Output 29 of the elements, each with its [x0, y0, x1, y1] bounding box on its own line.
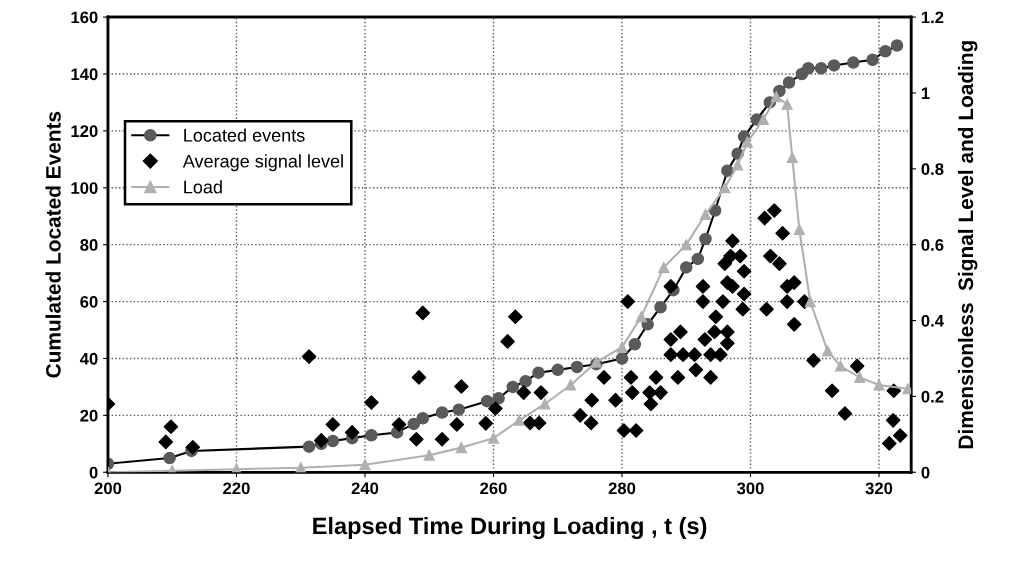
y2-tick-label: 0.2 — [921, 390, 944, 403]
y2-axis-title: Dimensionless Signal Level and Loading — [957, 41, 978, 449]
y2-tick-label: 1.2 — [921, 11, 944, 24]
y2-tick-label: 0.8 — [921, 163, 944, 176]
y2-tick-label: 0.6 — [921, 239, 944, 251]
x-tick-label: 320 — [865, 482, 893, 495]
x-tick-label: 240 — [351, 482, 379, 495]
y-tick-label: 20 — [80, 409, 98, 422]
y2-tick-label: 0.4 — [921, 314, 944, 327]
y-tick-label: 160 — [71, 11, 98, 24]
x-tick-label: 280 — [608, 482, 636, 495]
y-tick-label: 0 — [89, 466, 98, 479]
y-tick-label: 100 — [71, 182, 98, 194]
y-tick-label: 80 — [80, 239, 98, 251]
legend-label: Load — [184, 180, 222, 194]
y-tick-label: 140 — [71, 68, 98, 81]
y-axis-title: Cumulated Located Events — [45, 111, 61, 378]
x-tick-label: 300 — [736, 482, 764, 495]
y-tick-label: 40 — [79, 352, 98, 365]
x-tick-label: 260 — [480, 482, 507, 495]
legend-label: Average signal level — [182, 154, 343, 172]
x-tick-label: 220 — [223, 482, 250, 495]
y-tick-label: 120 — [71, 125, 98, 138]
y-tick-label: 60 — [80, 295, 98, 308]
x-axis-title: Elapsed Time During Loading , t (s) — [313, 516, 707, 540]
y2-tick-label: 0 — [921, 466, 930, 479]
legend-label: Located events — [184, 128, 305, 142]
x-tick-label: 200 — [94, 482, 122, 495]
y2-tick-label: 1 — [921, 87, 930, 99]
